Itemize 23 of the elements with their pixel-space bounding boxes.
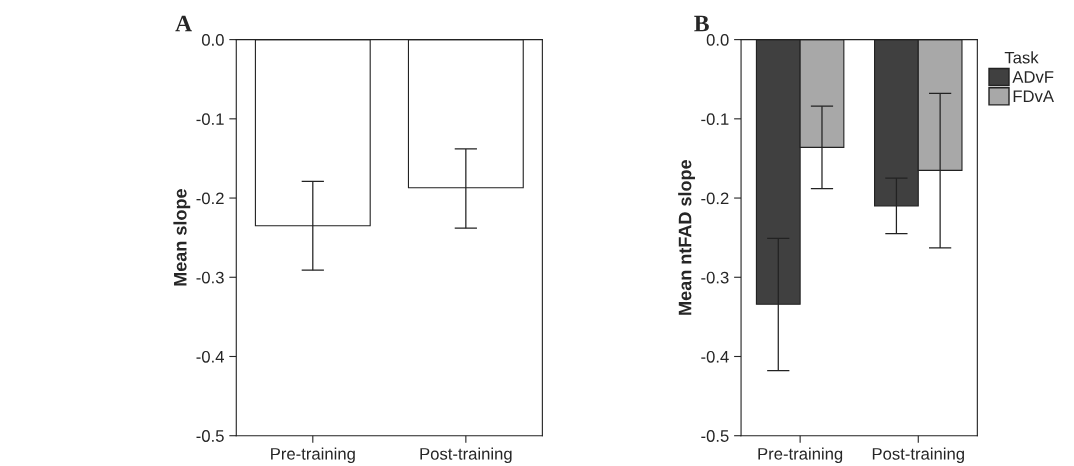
y-tick-label: 0.0: [706, 34, 729, 46]
legend-label: FDvA: [1013, 90, 1054, 102]
y-tick-label: -0.5: [196, 430, 224, 442]
x-tick-label: Pre-training: [271, 447, 355, 464]
y-tick-label: -0.2: [196, 192, 224, 205]
y-tick-label: -0.5: [701, 430, 729, 442]
x-tick-label: Post-training: [872, 447, 964, 464]
y-tick-label: -0.3: [701, 271, 729, 284]
x-tick-label: Post-training: [420, 447, 512, 464]
y-tick-label: -0.4: [196, 350, 224, 363]
x-tick-label: Pre-training: [758, 447, 843, 464]
y-tick-label: -0.4: [701, 350, 729, 363]
y-tick-label: -0.2: [701, 192, 729, 205]
y-tick-label: 0.0: [201, 34, 224, 46]
y-axis-title: Mean ntFAD slope: [678, 160, 695, 315]
y-tick-label: -0.1: [196, 113, 224, 126]
legend-title: Task: [1004, 51, 1039, 64]
legend-label: ADvF: [1012, 71, 1054, 83]
y-tick-label: -0.1: [701, 113, 729, 126]
y-tick-label: -0.3: [196, 271, 224, 284]
chart-title: A: [175, 15, 192, 32]
y-axis-title: Mean slope: [173, 189, 191, 286]
chart-title: B: [694, 15, 709, 32]
